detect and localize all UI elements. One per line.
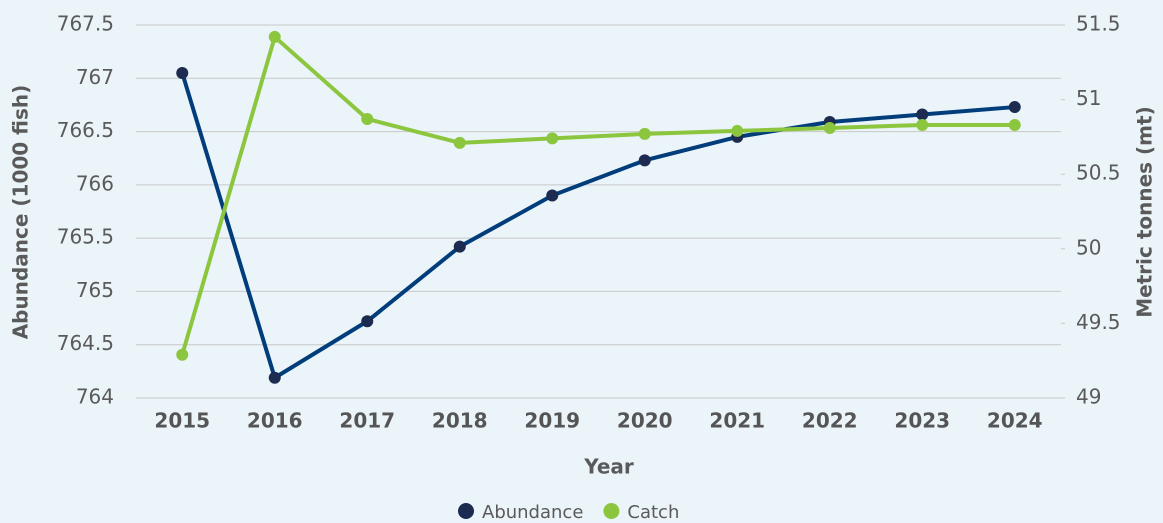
data-point	[268, 30, 281, 43]
x-tick-label: 2015	[154, 409, 210, 433]
x-tick-label: 2019	[524, 409, 580, 433]
y-tick-label: 766.5	[57, 118, 114, 142]
data-point	[268, 371, 281, 384]
data-point	[453, 136, 466, 149]
y2-tick-label: 49.5	[1076, 310, 1121, 334]
data-point	[731, 124, 744, 137]
legend-label: Abundance	[482, 502, 583, 523]
data-point	[916, 108, 929, 121]
y2-tick-label: 50	[1076, 235, 1101, 259]
y2-tick-label: 49	[1076, 385, 1101, 409]
x-tick-label: 2017	[339, 409, 395, 433]
x-tick-label: 2016	[247, 409, 303, 433]
data-point	[916, 118, 929, 131]
y-tick-label: 767	[76, 65, 114, 89]
data-point	[638, 127, 651, 140]
y-axis-title: Abundance (1000 fish)	[9, 85, 33, 340]
y-tick-label: 764.5	[57, 331, 114, 355]
y-tick-label: 764	[76, 385, 114, 409]
series-line	[180, 34, 1015, 356]
data-point	[1008, 118, 1021, 131]
data-point	[176, 348, 189, 361]
data-point	[361, 112, 374, 125]
y2-tick-label: 51	[1076, 86, 1101, 110]
legend-marker	[603, 503, 620, 519]
x-tick-label: 2024	[987, 409, 1043, 433]
y2-axis-title: Metric tonnes (mt)	[1133, 106, 1157, 317]
x-axis-title: Year	[583, 455, 634, 479]
y2-tick-label: 51.5	[1076, 12, 1121, 36]
y-tick-label: 766	[76, 171, 114, 195]
data-point	[546, 189, 559, 202]
data-point	[546, 132, 559, 145]
legend-label: Catch	[627, 502, 679, 523]
data-point	[176, 66, 189, 79]
data-point	[823, 121, 836, 134]
x-tick-label: 2022	[802, 409, 858, 433]
x-tick-label: 2023	[894, 409, 950, 433]
data-point	[638, 154, 651, 167]
series-line	[180, 72, 1015, 380]
y-tick-label: 767.5	[57, 12, 114, 36]
x-tick-label: 2021	[709, 409, 765, 433]
y-tick-label: 765.5	[57, 225, 114, 249]
x-tick-label: 2020	[617, 409, 673, 433]
data-point	[1008, 101, 1021, 114]
legend-marker	[458, 503, 474, 519]
data-point	[361, 315, 374, 328]
y2-tick-label: 50.5	[1076, 161, 1121, 185]
data-point	[453, 240, 466, 253]
y-tick-label: 765	[76, 278, 114, 302]
x-tick-label: 2018	[432, 409, 488, 433]
